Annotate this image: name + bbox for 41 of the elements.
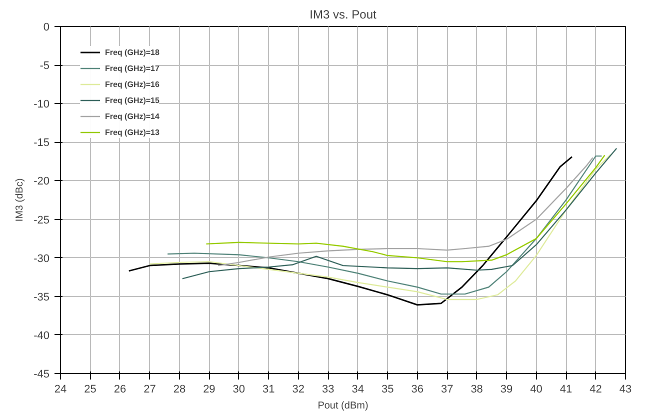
- x-tick-label: 38: [470, 384, 483, 396]
- y-tick-label: -5: [40, 60, 50, 72]
- x-tick-label: 29: [203, 384, 216, 396]
- legend-label: Freq (GHz)=17: [105, 64, 160, 72]
- y-tick-label: -35: [34, 291, 50, 304]
- x-tick-label: 30: [232, 384, 246, 396]
- y-tick-label: -30: [34, 252, 50, 265]
- line-series: [128, 156, 573, 306]
- x-tick-label: 24: [54, 384, 67, 396]
- legend-label: Freq (GHz)=18: [105, 48, 160, 56]
- line-series: [182, 148, 618, 280]
- x-tick-label: 31: [262, 384, 275, 396]
- y-tick-label: -25: [34, 214, 50, 226]
- x-tick-label: 35: [381, 384, 394, 396]
- x-tick-label: 43: [619, 384, 632, 396]
- x-tick-label: 40: [530, 384, 542, 396]
- x-tick-label: 33: [322, 384, 334, 396]
- legend-label: Freq (GHz)=15: [105, 96, 160, 104]
- x-tick-label: 32: [292, 384, 305, 396]
- x-tick-label: 27: [144, 384, 156, 396]
- x-tick-label: 25: [84, 384, 96, 396]
- x-tick-label: 36: [411, 384, 424, 396]
- legend-label: Freq (GHz)=16: [105, 80, 160, 88]
- y-tick-label: -45: [34, 368, 50, 380]
- legend-label: Freq (GHz)=13: [105, 128, 160, 136]
- x-axis-title: Pout (dBm): [318, 400, 368, 412]
- x-tick-label: 26: [114, 384, 126, 396]
- legend-label: Freq (GHz)=14: [105, 112, 160, 120]
- x-tick-label: 37: [440, 384, 454, 396]
- chart-title: IM3 vs. Pout: [310, 8, 378, 22]
- y-tick-label: -15: [34, 137, 50, 150]
- x-tick-label: 34: [352, 384, 364, 396]
- y-tick-label: -40: [34, 330, 50, 342]
- x-tick-label: 28: [173, 384, 186, 396]
- y-tick-label: 0: [43, 22, 50, 34]
- y-tick-label: -20: [34, 176, 50, 188]
- x-tick-label: 42: [590, 384, 602, 396]
- y-tick-label: -10: [34, 98, 50, 111]
- y-axis-title: IM3 (dBc): [14, 178, 26, 222]
- x-tick-label: 41: [560, 384, 572, 396]
- x-tick-label: 39: [500, 384, 513, 396]
